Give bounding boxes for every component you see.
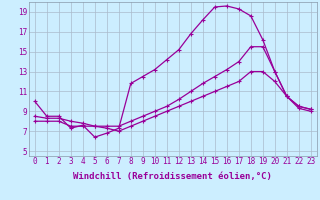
X-axis label: Windchill (Refroidissement éolien,°C): Windchill (Refroidissement éolien,°C) <box>73 172 272 181</box>
